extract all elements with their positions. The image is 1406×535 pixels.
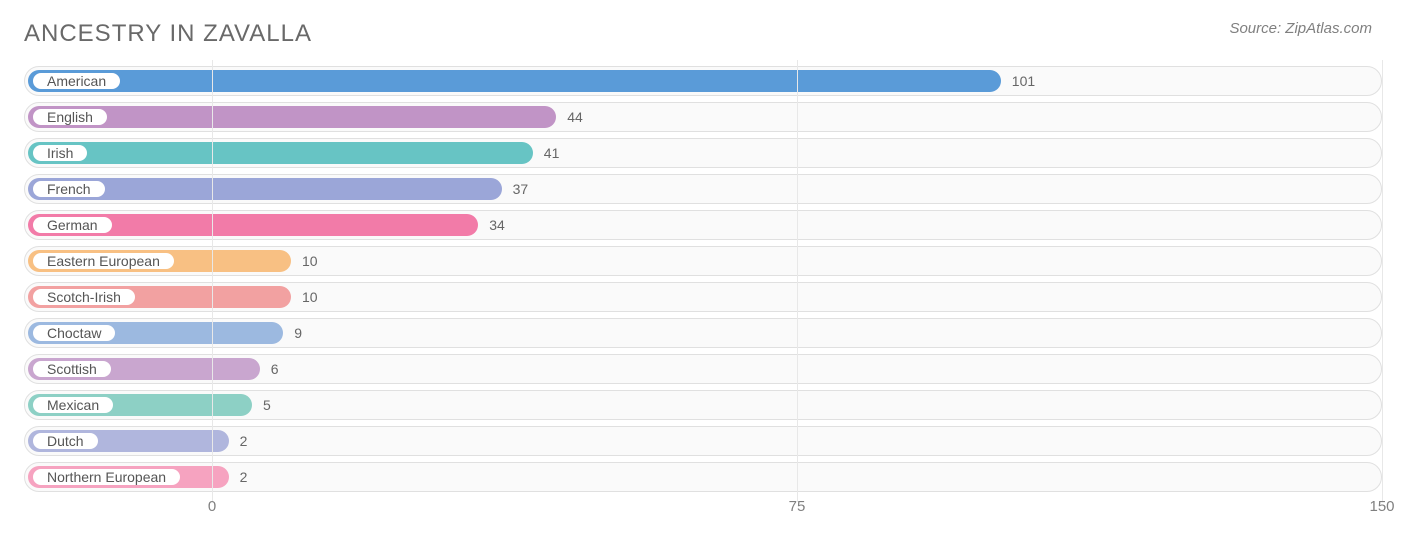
bar-fill — [28, 70, 1001, 92]
bar-row: Scotch-Irish 10 — [24, 282, 1382, 312]
bar-value: 2 — [230, 463, 248, 491]
bar-value: 10 — [292, 247, 318, 275]
axis-tick-label: 75 — [789, 498, 806, 515]
gridline — [1382, 60, 1383, 502]
gridline — [212, 60, 213, 502]
axis-tick-label: 150 — [1369, 498, 1394, 515]
bar-label: Scotch-Irish — [31, 287, 137, 307]
bar-row: Mexican 5 — [24, 390, 1382, 420]
bar-row: American 101 — [24, 66, 1382, 96]
bar-row: French 37 — [24, 174, 1382, 204]
bar-value: 5 — [253, 391, 271, 419]
bar-value: 10 — [292, 283, 318, 311]
bar-label: English — [31, 107, 109, 127]
x-axis: 075150 — [24, 498, 1382, 528]
gridline — [797, 60, 798, 502]
bar-value: 2 — [230, 427, 248, 455]
bar-label: Dutch — [31, 431, 100, 451]
chart-source: Source: ZipAtlas.com — [1229, 20, 1372, 37]
bar-row: Dutch 2 — [24, 426, 1382, 456]
bar-value: 101 — [1002, 67, 1035, 95]
bar-row: Northern European 2 — [24, 462, 1382, 492]
bar-value: 9 — [284, 319, 302, 347]
bar-fill — [28, 142, 533, 164]
bar-label: Mexican — [31, 395, 115, 415]
chart-title: ANCESTRY IN ZAVALLA — [24, 20, 312, 48]
bar-label: Irish — [31, 143, 89, 163]
bar-value: 37 — [503, 175, 529, 203]
axis-tick-label: 0 — [208, 498, 216, 515]
bar-value: 41 — [534, 139, 560, 167]
bar-label: German — [31, 215, 114, 235]
bar-row: Scottish 6 — [24, 354, 1382, 384]
bar-label: French — [31, 179, 107, 199]
bar-row: Irish 41 — [24, 138, 1382, 168]
bar-label: American — [31, 71, 122, 91]
bar-value: 34 — [479, 211, 505, 239]
bar-row: English 44 — [24, 102, 1382, 132]
bar-value: 6 — [261, 355, 279, 383]
bar-row: German 34 — [24, 210, 1382, 240]
bar-row: Eastern European 10 — [24, 246, 1382, 276]
bar-row: Choctaw 9 — [24, 318, 1382, 348]
bar-value: 44 — [557, 103, 583, 131]
bar-label: Scottish — [31, 359, 113, 379]
chart-area: American 101 English 44 Irish 41 French 37 Germa… — [24, 66, 1382, 528]
bar-label: Eastern European — [31, 251, 176, 271]
bar-label: Choctaw — [31, 323, 117, 343]
bar-label: Northern European — [31, 467, 182, 487]
